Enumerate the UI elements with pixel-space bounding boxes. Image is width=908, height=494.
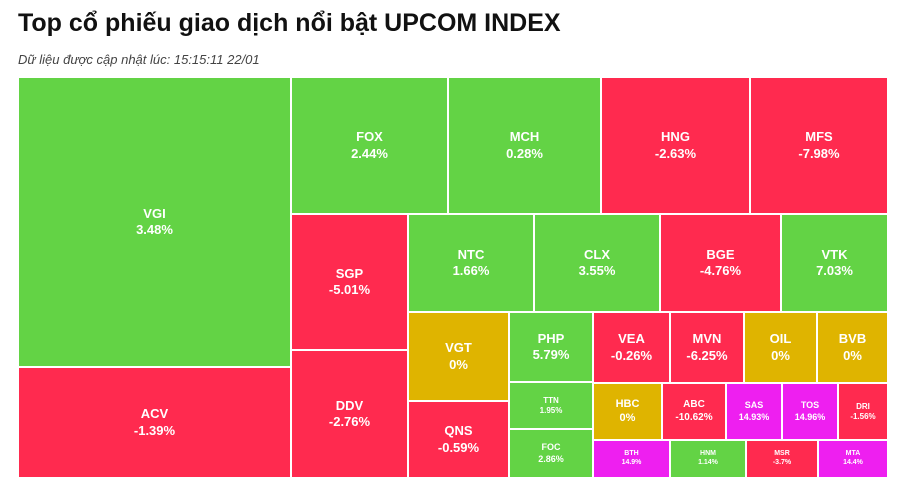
tile-tos[interactable]: TOS 14.96% <box>782 383 838 440</box>
tile-symbol: OIL <box>769 331 792 347</box>
tile-symbol: VGI <box>143 205 166 221</box>
tile-symbol: VTK <box>821 246 848 262</box>
tile-change-percent: 14.93% <box>738 411 770 422</box>
tile-symbol: HNM <box>700 450 716 458</box>
tile-php[interactable]: PHP 5.79% <box>509 312 593 382</box>
tile-symbol: MFS <box>805 129 833 145</box>
tile-symbol: MVN <box>692 331 722 347</box>
tile-symbol: VGT <box>445 340 472 356</box>
tile-vgi[interactable]: VGI 3.48% <box>18 77 291 367</box>
tile-symbol: BGE <box>706 246 735 262</box>
tile-change-percent: 5.79% <box>532 347 570 362</box>
tile-symbol: NTC <box>457 246 485 262</box>
tile-change-percent: -7.98% <box>798 145 840 161</box>
tile-change-percent: -1.39% <box>133 422 176 438</box>
tile-mvn[interactable]: MVN -6.25% <box>670 312 744 383</box>
update-timestamp: Dữ liệu được cập nhật lúc: 15:15:11 22/0… <box>18 52 260 67</box>
tile-change-percent: 3.48% <box>136 222 173 237</box>
tile-symbol: MSR <box>774 450 790 458</box>
tile-ddv[interactable]: DDV -2.76% <box>291 350 408 478</box>
tile-symbol: CLX <box>584 246 610 262</box>
tile-vea[interactable]: VEA -0.26% <box>593 312 670 383</box>
tile-change-percent: -0.26% <box>610 347 653 363</box>
tile-change-percent: -4.76% <box>699 263 742 278</box>
tile-sas[interactable]: SAS 14.93% <box>726 383 782 440</box>
tile-mch[interactable]: MCH 0.28% <box>448 77 601 214</box>
tile-symbol: DRI <box>856 401 870 411</box>
tile-vtk[interactable]: VTK 7.03% <box>781 214 888 312</box>
tile-hng[interactable]: HNG -2.63% <box>601 77 750 214</box>
tile-msr[interactable]: MSR -3.7% <box>746 440 818 478</box>
tile-change-percent: 14.96% <box>794 411 826 422</box>
tile-change-percent: 0% <box>771 347 790 363</box>
tile-change-percent: 1.14% <box>698 459 718 466</box>
tile-change-percent: 7.03% <box>816 263 853 278</box>
tile-change-percent: 0% <box>843 347 862 363</box>
tile-hbc[interactable]: HBC 0% <box>593 383 662 440</box>
tile-change-percent: -2.76% <box>328 414 371 429</box>
tile-change-percent: 0.28% <box>506 145 543 161</box>
tile-symbol: MTA <box>845 450 861 458</box>
tile-symbol: TTN <box>543 395 559 405</box>
tile-fox[interactable]: FOX 2.44% <box>291 77 448 214</box>
tile-change-percent: -6.25% <box>686 347 728 363</box>
tile-bge[interactable]: BGE -4.76% <box>660 214 781 312</box>
tile-sgp[interactable]: SGP -5.01% <box>291 214 408 350</box>
tile-change-percent: -1.56% <box>850 411 876 421</box>
tile-symbol: HBC <box>615 397 640 410</box>
tile-acv[interactable]: ACV -1.39% <box>18 367 291 478</box>
tile-change-percent: 2.86% <box>538 453 564 464</box>
tile-ntc[interactable]: NTC 1.66% <box>408 214 534 312</box>
tile-symbol: BTH <box>624 450 639 458</box>
tile-change-percent: -5.01% <box>328 282 371 297</box>
tile-symbol: HNG <box>661 129 690 145</box>
tile-symbol: SGP <box>335 265 364 281</box>
tile-foc[interactable]: FOC 2.86% <box>509 429 593 478</box>
tile-symbol: VEA <box>618 331 645 347</box>
tile-symbol: MCH <box>509 129 540 145</box>
tile-mta[interactable]: MTA 14.4% <box>818 440 888 478</box>
tile-symbol: QNS <box>444 423 473 439</box>
tile-clx[interactable]: CLX 3.55% <box>534 214 660 312</box>
tile-change-percent: 0% <box>619 411 636 424</box>
tile-change-percent: 14.9% <box>621 459 642 466</box>
tile-ttn[interactable]: TTN 1.95% <box>509 382 593 429</box>
tile-symbol: SAS <box>744 400 764 411</box>
tile-change-percent: -10.62% <box>675 411 713 423</box>
tile-dri[interactable]: DRI -1.56% <box>838 383 888 440</box>
tile-symbol: BVB <box>838 331 867 347</box>
tile-abc[interactable]: ABC -10.62% <box>662 383 726 440</box>
tile-change-percent: -3.7% <box>772 459 792 466</box>
tile-change-percent: 1.95% <box>539 405 563 415</box>
tile-symbol: DDV <box>335 397 364 413</box>
tile-symbol: ABC <box>683 399 705 410</box>
tile-change-percent: 14.4% <box>843 459 863 466</box>
tile-oil[interactable]: OIL 0% <box>744 312 817 383</box>
tile-symbol: TOS <box>800 400 820 411</box>
tile-vgt[interactable]: VGT 0% <box>408 312 509 401</box>
tile-symbol: PHP <box>537 330 565 346</box>
tile-change-percent: 3.55% <box>578 263 616 278</box>
page-title: Top cổ phiếu giao dịch nổi bật UPCOM IND… <box>18 9 561 37</box>
tile-change-percent: -2.63% <box>654 145 697 161</box>
treemap-chart: VGI 3.48% ACV -1.39% FOX 2.44% MCH 0.28% HNG -2.6… <box>18 77 888 478</box>
tile-bth[interactable]: BTH 14.9% <box>593 440 670 478</box>
tile-symbol: FOC <box>541 442 561 453</box>
tile-change-percent: 1.66% <box>452 263 490 278</box>
tile-mfs[interactable]: MFS -7.98% <box>750 77 888 214</box>
tile-qns[interactable]: QNS -0.59% <box>408 401 509 478</box>
tile-symbol: ACV <box>140 406 169 422</box>
tile-symbol: FOX <box>356 129 383 145</box>
tile-change-percent: 0% <box>449 356 468 372</box>
tile-change-percent: 2.44% <box>351 145 388 161</box>
tile-bvb[interactable]: BVB 0% <box>817 312 888 383</box>
tile-hnm[interactable]: HNM 1.14% <box>670 440 746 478</box>
tile-change-percent: -0.59% <box>437 439 480 455</box>
